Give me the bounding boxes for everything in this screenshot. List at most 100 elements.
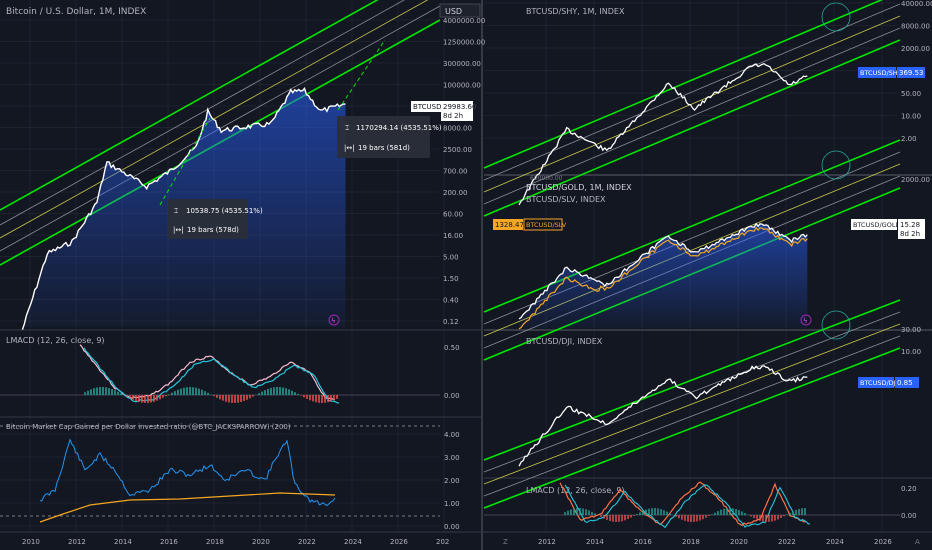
x-axis-right: 2012 2014 2016 2018 2020 2022 2024 2026 [538,538,892,546]
shy-tick-1: 8000.00 [901,23,930,31]
mcap-tick-3: 1.00 [444,500,460,508]
lightning-icon[interactable]: ϟ [328,314,340,326]
lmacd2-title: LMACD (12, 26, close, 9) [526,486,625,495]
main-channel-line-0 [0,0,379,211]
svg-text:0.85: 0.85 [897,379,913,387]
gold-subtitle: BTCUSD/SLV, INDEX [526,195,606,204]
lmacd-tick-1: 0.00 [444,392,460,400]
main-tick-7: 700.00 [443,168,468,176]
main-tick-10: 16.00 [443,232,463,240]
mcap-tick-1: 3.00 [444,454,460,462]
measure-top-change: 1170294.14 (4535.51%) [356,124,442,132]
x2-tick-2: 2016 [634,538,652,546]
x-tick-4: 2018 [206,538,224,546]
dji-price-tag: BTCUSD/DJI 0.85 [858,377,919,388]
svg-text:ϟ: ϟ [803,317,808,325]
dji-channel-line-0 [483,299,901,461]
main-tick-5: 8000.00 [443,125,472,133]
x-tick-7: 2024 [344,538,362,546]
main-tick-12: 1.50 [443,275,459,283]
x-tick-1: 2012 [68,538,86,546]
shy-channel-line-4 [483,39,901,217]
shy-channel-line-0 [483,0,884,169]
x2-tick-7: 2026 [874,538,892,546]
main-tick-11: 5.00 [443,254,459,262]
projection-1 [159,117,211,206]
mcap-y-axis: 4.00 3.00 2.00 1.00 0.00 [444,431,460,531]
slv-price-tag: 1328.47 BTCUSD/SLV [493,218,567,231]
shy-channel-line-3 [483,27,901,205]
mcap-ratio-line [39,438,336,507]
dji-tick-1: 10.00 [901,348,921,356]
projection-2 [337,39,386,111]
svg-text:⌶: ⌶ [174,207,178,215]
x-tick-5: 2020 [252,538,270,546]
main-tick-13: 0.40 [443,297,459,305]
main-tick-1: 1250000.00 [443,39,485,47]
svg-text:ϟ: ϟ [331,317,336,325]
main-tick-0: 4000000.00 [443,17,485,25]
gold-series-line [518,222,808,320]
dji-tick-0: 30.00 [901,326,921,334]
shy-circle [821,2,851,32]
main-tick-6: 2500.00 [443,146,472,154]
lmacd2-plot [484,481,900,529]
gold-area [519,223,808,328]
measure-box-bottom[interactable]: ⌶ 10538.75 (4535.51%) |↔| 19 bars (578d) [168,199,263,239]
svg-text:BTCUSD/SLV: BTCUSD/SLV [526,221,567,229]
currency-button[interactable] [439,3,481,18]
measure-top-bars: 19 bars (581d) [358,144,410,152]
svg-text:8d 2h: 8d 2h [900,230,920,238]
x2-tick-3: 2018 [682,538,700,546]
shy-tick-4: 50.00 [901,90,921,98]
regression-channels [0,0,901,509]
dji-circle [821,310,851,340]
dji-channel-line-3 [483,335,901,497]
shy-tick-2: 2000.00 [901,45,930,53]
shy-channel-line-2 [483,15,901,193]
mcap-title: Bitcoin Market Cap Gained per Dollar inv… [6,423,291,431]
x-tick-8: 2026 [390,538,408,546]
lmacd-tick-0: 0.50 [444,344,460,352]
main-tick-8: 200.00 [443,189,468,197]
svg-text:15.28: 15.28 [900,221,920,229]
gold-top-tick: 600000.00 [530,175,563,182]
shy-title: BTCUSD/SHY, 1M, INDEX [526,7,625,16]
x2-tick-6: 2024 [826,538,844,546]
currency-label: USD [445,7,462,16]
gold-title: BTCUSD/GOLD, 1M, INDEX [526,183,632,192]
dji-channel-line-4 [483,347,901,509]
price-tag-value: 29983.60 [443,103,476,111]
gold-slv-line [518,226,808,330]
shy-tick-0: 40000.00 [901,0,932,8]
main-channel-line-1 [0,0,405,226]
main-y-axis: 4000000.001250000.00300000.00100000.0028… [443,17,485,326]
svg-text:369.53: 369.53 [899,69,924,77]
x2-tick-5: 2022 [778,538,796,546]
x-axis-right-extra: A [915,538,920,546]
gold-tick-0: 2000.00 [901,176,930,184]
x-tick-9: 202 [436,538,449,546]
x-tick-0: 2010 [22,538,40,546]
dji-title: BTCUSD/DJI, INDEX [526,337,603,346]
price-tag-countdown: 8d 2h [443,112,463,120]
shy-tick-6: 2.00 [901,135,917,143]
measure-bottom-bars: 19 bars (578d) [187,226,239,234]
btcusd-price-tag: BTCUSD 29983.60 8d 2h [411,101,476,121]
gold-lightning-icon[interactable]: ϟ [800,314,812,326]
x2-tick-0: 2012 [538,538,556,546]
svg-text:BTCUSD/GOLD: BTCUSD/GOLD [853,221,900,229]
svg-text:BTCUSD/SHY: BTCUSD/SHY [860,69,902,77]
mcap-ma-line [39,492,336,523]
measure-box-top[interactable]: ⌶ 1170294.14 (4535.51%) |↔| 19 bars (581… [337,116,442,158]
lmacd-line [83,347,340,404]
dji-channel-line-2 [483,323,901,485]
svg-text:⌶: ⌶ [345,124,349,132]
main-tick-3: 100000.00 [443,82,481,90]
mcap-plot [39,438,336,523]
shy-channel-line-1 [483,3,901,181]
lmacd2-tick-1: 0.00 [901,512,917,520]
measure-bottom-change: 10538.75 (4535.51%) [186,207,263,215]
